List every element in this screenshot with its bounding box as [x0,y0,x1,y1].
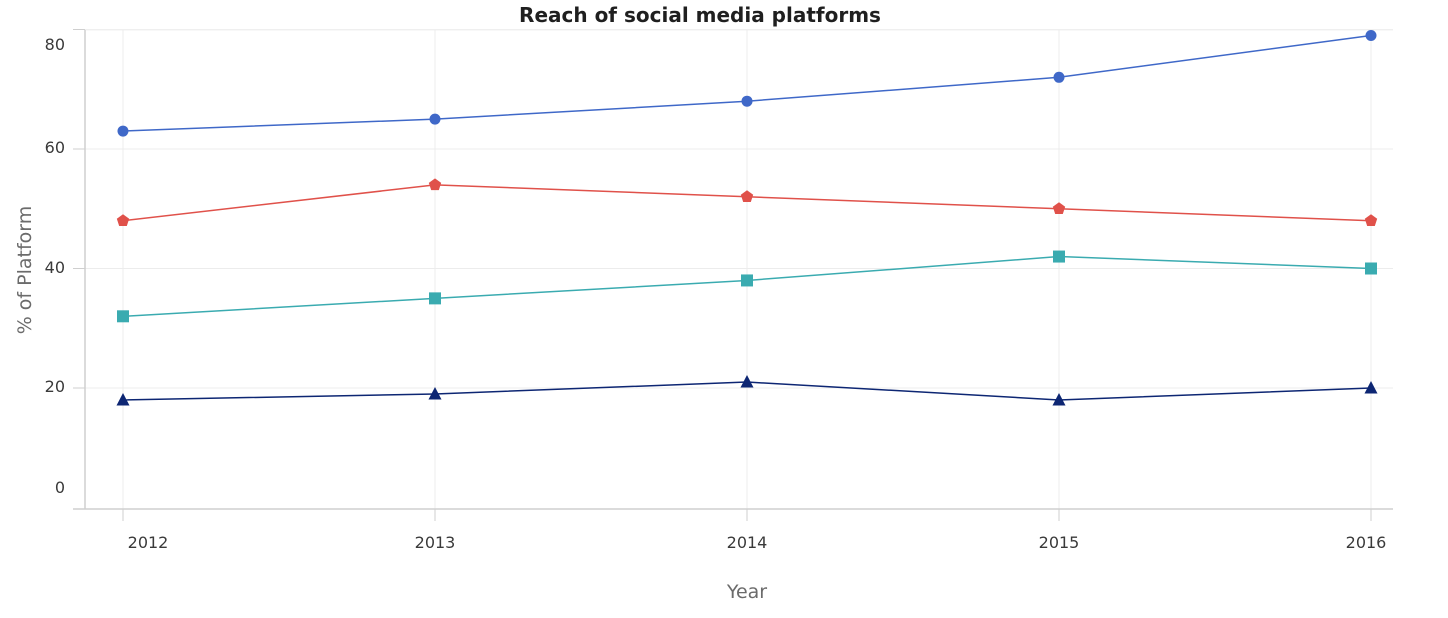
data-point [740,190,754,203]
data-point [1365,262,1377,275]
y-tick-labels: 0 20 40 60 80 [45,35,65,497]
x-tick-label: 2014 [727,533,768,552]
data-point [117,310,129,323]
data-point [116,392,130,406]
data-point [1364,214,1378,226]
series-2 [116,178,1378,226]
data-point [740,375,754,388]
data-point [741,274,753,287]
series-4 [116,375,1378,406]
data-point [1053,250,1065,263]
data-point [1052,392,1066,406]
series-1 [117,29,1377,137]
data-point [741,95,753,107]
chart-title: Reach of social media platforms [519,3,881,27]
data-point [1053,71,1065,83]
y-tick-label: 80 [45,35,65,54]
data-point [1052,202,1066,215]
data-point [1364,381,1378,394]
y-tick-label: 60 [45,138,65,157]
x-axis-title: Year [726,581,767,603]
data-point [428,178,442,191]
y-axis-title: % of Platform [14,206,36,335]
axis-layer [73,30,1393,510]
data-point [117,125,129,137]
series-3 [117,250,1377,323]
y-tick-label: 20 [45,377,65,396]
x-tick-labels: 2012 2013 2014 2015 2016 [128,533,1387,552]
x-tick-label: 2015 [1039,533,1080,552]
x-tick-label: 2013 [415,533,456,552]
y-tick-label: 0 [55,478,65,497]
data-point [429,113,441,125]
data-point [429,292,441,305]
data-point [428,386,442,400]
x-tick-label: 2012 [128,533,169,552]
data-point [116,214,130,226]
series-layer [116,29,1378,406]
x-tick-label: 2016 [1346,533,1387,552]
data-point [1365,29,1377,41]
y-tick-label: 40 [45,258,65,277]
grid-layer [73,29,1393,521]
